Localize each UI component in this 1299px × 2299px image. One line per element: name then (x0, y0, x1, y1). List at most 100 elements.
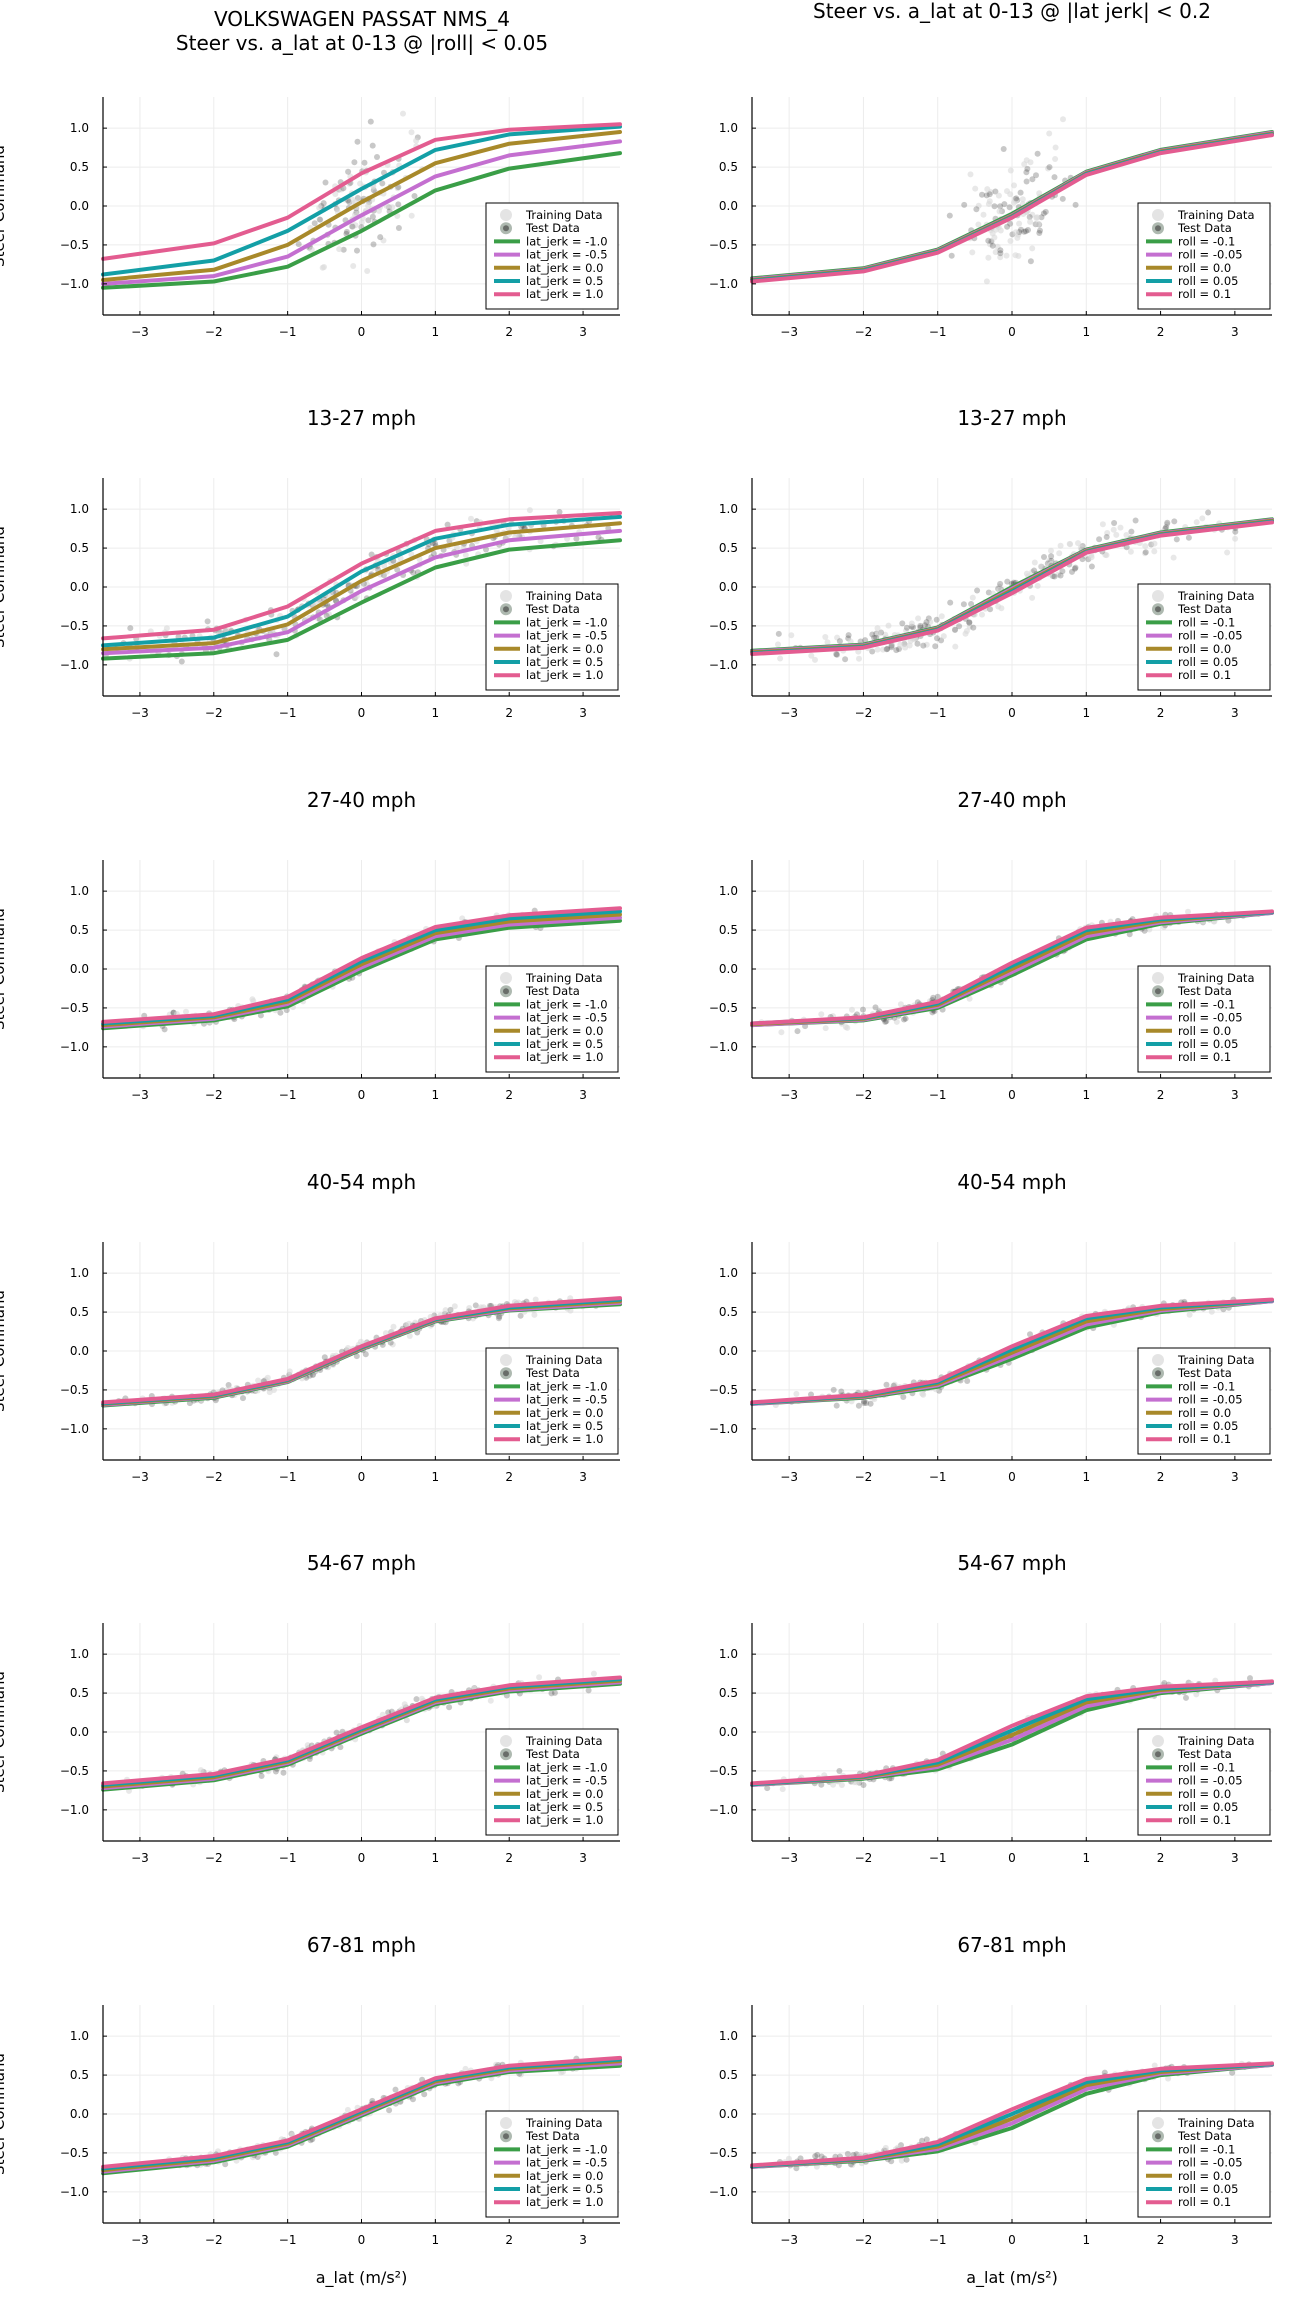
test-data-point (855, 1402, 862, 1409)
subplot-title: 13-27 mph (957, 406, 1066, 430)
test-data-point (1059, 568, 1066, 575)
training-data-point (1045, 165, 1051, 172)
test-data-point (354, 247, 360, 254)
y-tick-label: 1.0 (70, 121, 89, 135)
series-line (750, 909, 1274, 1026)
test-data-point (1042, 208, 1049, 215)
legend-label: lat_jerk = 1.0 (526, 287, 603, 301)
legend-test-marker-core (503, 606, 509, 613)
training-data-point (1056, 550, 1063, 557)
test-data-point (903, 624, 910, 631)
test-data-point (1000, 146, 1007, 152)
subplot: 13-27 mph −3 −2 −1 0 1 2 3 1.0 0.5 0.0 −0.5 −1.0 Trai… (709, 406, 1274, 720)
legend-label: roll = 0.1 (1178, 1813, 1231, 1827)
legend-label: roll = -0.05 (1178, 1774, 1243, 1788)
y-tick-label: −0.5 (709, 1383, 738, 1397)
test-data-point (836, 638, 843, 645)
legend-label: Test Data (1177, 602, 1232, 616)
test-data-point (432, 540, 438, 547)
legend-test-marker-core (1155, 606, 1161, 613)
test-data-point (1037, 227, 1043, 234)
test-data-point (901, 1016, 907, 1023)
test-data-point (1103, 534, 1110, 540)
training-data-point (394, 213, 401, 219)
x-tick-label: 2 (1157, 325, 1165, 339)
training-data-point (401, 1701, 408, 1708)
legend-training-marker (500, 1354, 512, 1366)
legend-label: roll = -0.05 (1178, 1393, 1243, 1407)
training-data-point (1052, 156, 1059, 162)
legend-label: Training Data (525, 1734, 603, 1748)
y-tick-label: −0.5 (60, 2146, 89, 2160)
test-data-point (354, 138, 361, 145)
training-data-point (1099, 521, 1106, 528)
subplot-title: 54-67 mph (307, 1551, 416, 1575)
training-data-point (880, 646, 886, 653)
legend-training-marker (1152, 1354, 1164, 1366)
y-tick-label: 0.0 (70, 580, 89, 594)
y-tick-label: −1.0 (709, 658, 738, 672)
training-data-point (418, 1695, 425, 1702)
test-data-point (333, 1729, 340, 1736)
training-data-point (590, 1670, 597, 1677)
training-data-point (812, 656, 818, 663)
test-data-point (1038, 214, 1045, 221)
training-data-point (1151, 548, 1158, 555)
training-data-point (1113, 531, 1120, 538)
training-data-point (1029, 569, 1036, 576)
test-data-point (1022, 228, 1029, 235)
legend-label: roll = -0.05 (1178, 629, 1243, 643)
legend-label: roll = 0.1 (1178, 2195, 1231, 2209)
y-tick-label: 0.5 (70, 923, 89, 937)
legend-label: Training Data (525, 208, 603, 222)
x-tick-label: 2 (505, 325, 513, 339)
training-data-point (903, 627, 910, 634)
test-data-point (793, 2165, 800, 2172)
training-data-point (1232, 535, 1239, 542)
test-data-point (861, 1400, 867, 1406)
training-data-point (874, 625, 881, 632)
legend-test-marker-core (1155, 988, 1161, 995)
x-tick-label: −1 (279, 1851, 297, 1865)
test-data-point (830, 1386, 837, 1393)
test-data-point (240, 1395, 246, 1402)
test-data-point (919, 2137, 925, 2144)
training-data-point (332, 191, 339, 197)
test-data-point (1072, 201, 1079, 208)
legend-label: Training Data (525, 1353, 603, 1367)
test-data-point (903, 2156, 910, 2163)
training-data-point (975, 221, 982, 228)
test-data-point (472, 1302, 479, 1309)
training-data-point (1199, 515, 1206, 522)
test-data-point (923, 619, 930, 626)
legend-label: roll = -0.1 (1178, 2142, 1235, 2156)
training-data-point (1186, 1311, 1193, 1318)
y-tick-label: 0.0 (719, 580, 738, 594)
training-data-point (849, 1006, 855, 1013)
test-data-point (556, 509, 563, 515)
x-tick-label: 1 (432, 1470, 440, 1484)
test-data-point (997, 247, 1004, 254)
test-data-point (379, 180, 386, 187)
y-tick-label: 0.5 (719, 1305, 738, 1319)
test-data-point (368, 551, 375, 558)
training-data-point (1016, 220, 1023, 227)
test-data-point (1040, 210, 1047, 217)
subplot: 13-27 mph −3 −2 −1 0 1 2 3 1.0 0.5 0.0 −0.5 −1.0 Stee… (0, 406, 622, 720)
legend-label: roll = 0.0 (1178, 261, 1231, 275)
training-data-point (1123, 532, 1130, 538)
training-data-point (893, 1018, 900, 1025)
training-data-point (994, 243, 1001, 250)
training-data-point (364, 268, 371, 274)
training-data-point (286, 1368, 293, 1375)
test-data-point (1142, 549, 1149, 556)
test-data-point (979, 191, 985, 198)
training-data-point (1151, 540, 1158, 547)
test-data-point (361, 159, 368, 166)
test-data-point (1023, 169, 1030, 176)
legend-training-marker (500, 2117, 512, 2129)
subplot: −3 −2 −1 0 1 2 3 1.0 0.5 0.0 −0.5 −1.0 Steer Command… (0, 97, 622, 339)
training-data-point (938, 613, 945, 620)
